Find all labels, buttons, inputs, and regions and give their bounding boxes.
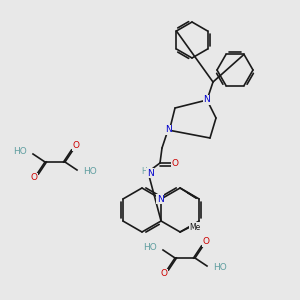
Text: N: N xyxy=(147,169,153,178)
Text: HO: HO xyxy=(143,244,157,253)
Text: Me: Me xyxy=(190,223,201,232)
Text: O: O xyxy=(73,142,80,151)
Text: O: O xyxy=(160,269,167,278)
Text: H: H xyxy=(141,167,147,176)
Text: N: N xyxy=(157,194,164,203)
Text: N: N xyxy=(204,95,210,104)
Text: O: O xyxy=(172,158,178,167)
Text: N: N xyxy=(165,125,171,134)
Text: HO: HO xyxy=(83,167,97,176)
Text: O: O xyxy=(31,173,38,182)
Text: HO: HO xyxy=(13,148,27,157)
Text: HO: HO xyxy=(213,263,227,272)
Text: O: O xyxy=(202,238,209,247)
